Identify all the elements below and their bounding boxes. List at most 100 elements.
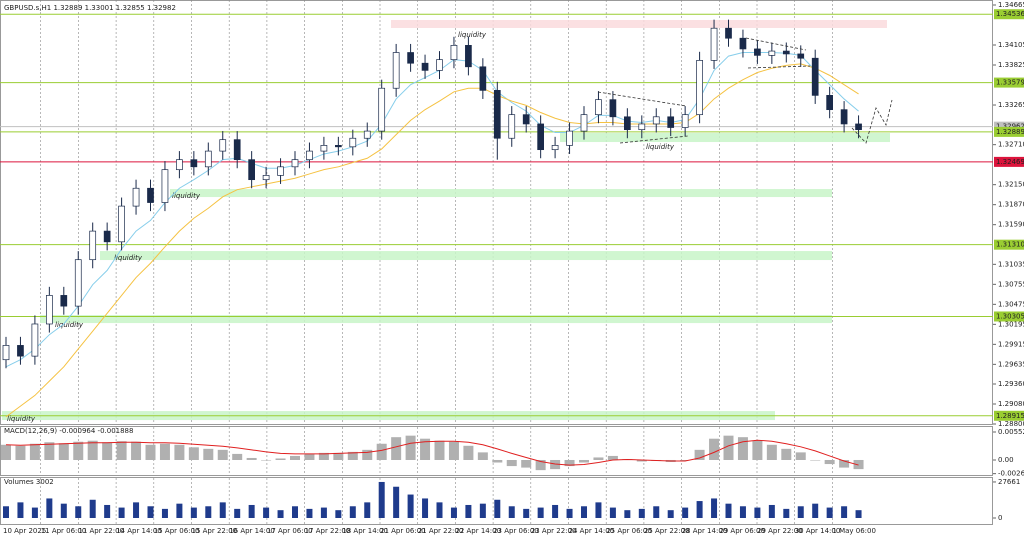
- candle-body: [840, 109, 848, 125]
- macd-bar: [376, 443, 387, 460]
- y-tick-label: 1.32150: [998, 181, 1024, 189]
- x-tick-label: 15 Apr 22:00: [192, 527, 238, 535]
- candle-body: [710, 27, 718, 61]
- candle-body: [465, 45, 472, 68]
- volume-bar: [494, 499, 501, 518]
- macd-bar: [448, 441, 459, 460]
- macd-bar: [766, 444, 777, 460]
- volume-bar: [161, 508, 168, 518]
- volume-bar: [609, 507, 616, 518]
- volume-bar: [89, 499, 96, 518]
- macd-bar: [15, 445, 26, 460]
- annotation: liquidity: [458, 31, 487, 39]
- volume-bar: [696, 501, 703, 518]
- trendline: [619, 135, 689, 144]
- x-tick-label: 23 Apr 06:00: [493, 527, 539, 535]
- volume-bar: [436, 502, 443, 518]
- y-tick-label: 1.30755: [998, 280, 1024, 288]
- macd-bar: [290, 455, 300, 460]
- macd-bar: [434, 440, 445, 460]
- candle-body: [725, 27, 732, 39]
- volume-bar: [205, 506, 212, 518]
- level-label: 1.32889: [996, 128, 1024, 136]
- zone: [40, 315, 832, 324]
- volume-bar: [797, 506, 804, 518]
- volume-bar: [75, 506, 82, 518]
- level-label: 1.34536: [996, 10, 1024, 18]
- volume-bar: [826, 507, 833, 518]
- volume-bar: [812, 503, 819, 518]
- volume-bar: [595, 502, 602, 518]
- candle-body: [797, 53, 805, 59]
- candle-body: [277, 166, 284, 176]
- annotation: liquidity: [55, 321, 84, 329]
- macd-bar: [752, 440, 763, 460]
- volume-bar: [508, 506, 515, 518]
- volume-bar: [667, 510, 674, 518]
- x-tick-label: 17 Apr 22:00: [305, 527, 351, 535]
- macd-bar: [535, 459, 546, 471]
- macd-bar: [607, 455, 618, 460]
- volume-bar: [349, 506, 356, 518]
- volume-bar: [118, 507, 125, 518]
- volume-bar: [335, 510, 342, 518]
- chart-title: GBPUSD.s,H1 1.32889 1.33001 1.32855 1.32…: [4, 4, 176, 12]
- candle-body: [176, 159, 183, 171]
- candle-body: [103, 230, 111, 243]
- volume-bar: [450, 507, 457, 518]
- macd-bar: [159, 443, 170, 460]
- volume-bar: [407, 494, 414, 518]
- volume-bar: [725, 503, 732, 518]
- volume-bar: [31, 507, 38, 518]
- macd-bar: [304, 453, 315, 460]
- x-tick-label: 29 Apr 06:00: [719, 527, 765, 535]
- macd-bar: [232, 453, 243, 460]
- annotation: liquidity: [172, 192, 201, 200]
- macd-bar: [795, 452, 806, 460]
- candle-body: [320, 145, 328, 152]
- volume-bar: [624, 510, 631, 518]
- macd-bar: [174, 444, 185, 460]
- volume-bar: [46, 498, 53, 518]
- candle-body: [436, 59, 443, 71]
- volume-bar: [552, 504, 559, 518]
- macd-bar: [246, 457, 257, 460]
- macd-bar: [29, 443, 40, 460]
- volume-bar: [739, 506, 746, 518]
- candle-body: [17, 345, 24, 357]
- volume-bar: [465, 504, 472, 518]
- candle-body: [566, 130, 573, 146]
- volume-bar: [320, 507, 327, 518]
- volume-bar: [783, 508, 790, 518]
- volume-bar: [682, 507, 689, 518]
- volume-bar: [248, 504, 255, 518]
- volume-bar: [581, 506, 587, 518]
- zone: [100, 251, 832, 261]
- x-tick-label: 28 Apr 14:00: [682, 527, 728, 535]
- candle-body: [147, 187, 154, 203]
- y-tick-label: 0.00: [998, 456, 1014, 464]
- macd-bar: [564, 459, 575, 467]
- candle-body: [349, 137, 357, 148]
- candle-body: [378, 87, 386, 132]
- macd-bar: [694, 449, 705, 460]
- volume-bar: [393, 486, 400, 518]
- candle-body: [2, 345, 10, 361]
- trendlines: [597, 37, 811, 144]
- volume-bar: [855, 510, 862, 518]
- y-tick-label: 1.33825: [998, 61, 1024, 69]
- candle-body: [190, 159, 198, 168]
- volume-bar: [3, 506, 9, 518]
- y-tick-label: 1.30195: [998, 320, 1024, 328]
- x-tick-label: 29 Apr 22:00: [757, 527, 803, 535]
- candle-body: [291, 159, 299, 168]
- candle-body: [681, 114, 689, 128]
- x-tick-label: 10 Apr 2025: [3, 527, 46, 535]
- volume-bar: [768, 504, 775, 518]
- macd-bar: [810, 459, 821, 461]
- macd-bar: [73, 441, 84, 460]
- macd-bar: [506, 459, 517, 467]
- candle-body: [667, 116, 675, 128]
